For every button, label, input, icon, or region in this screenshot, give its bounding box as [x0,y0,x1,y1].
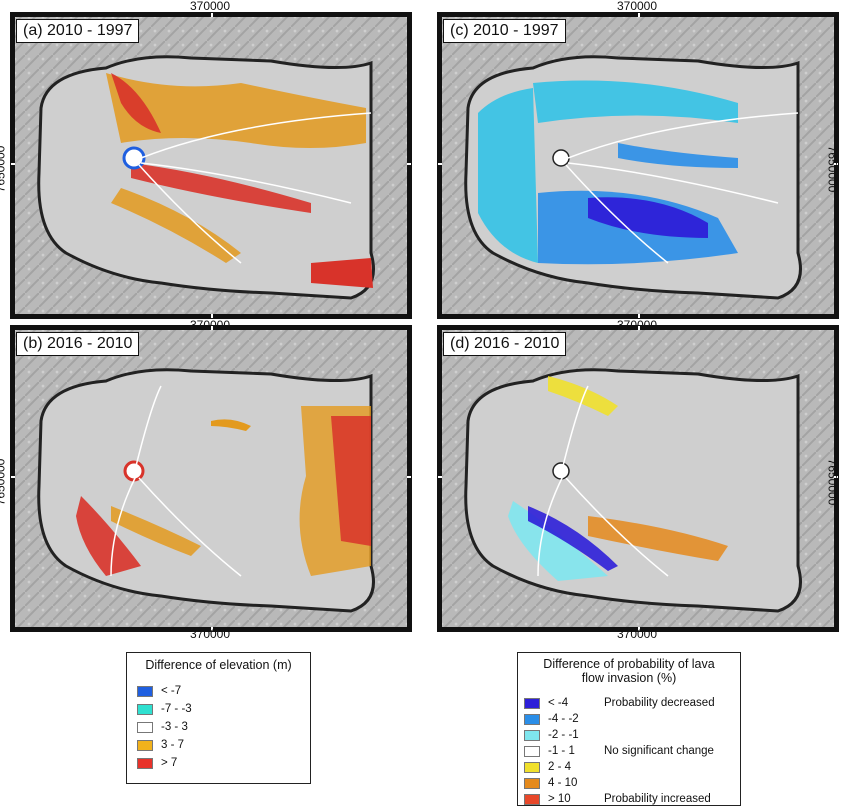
coord-bottom-d: 370000 [616,627,658,641]
color-swatch [137,704,153,715]
legend-label: 3 - 7 [161,739,185,751]
coord-side: 7650000 [0,458,8,506]
coord-top: 370000 [189,0,231,13]
frame-right [834,326,838,631]
legend-note-decreased: Probability decreased [604,697,715,709]
color-swatch [524,698,540,709]
color-swatch [137,686,153,697]
panel-label: (b) 2016 - 2010 [16,332,140,356]
frame-top [438,326,838,330]
legend-label: 4 - 10 [548,777,578,789]
legend-label: -4 - -2 [548,713,579,725]
legend-probability: Difference of probability of lava flow i… [517,652,741,806]
map-a: (a) 2010 - 1997 [10,12,412,319]
frame-top [438,13,838,17]
frame-left [11,326,15,631]
legend-label: -2 - -1 [548,729,579,741]
map-d-canvas [438,326,838,631]
color-swatch [524,730,540,741]
coord-side: 7650000 [825,458,840,506]
coord-side: 7650000 [825,145,840,193]
color-swatch [524,778,540,789]
map-a-canvas [11,13,411,318]
legend-label: > 7 [161,757,178,769]
legend-label: > 10 [548,793,571,805]
map-b: (b) 2016 - 2010 [10,325,412,632]
frame-top [11,326,411,330]
frame-right [407,326,411,631]
color-swatch [137,758,153,769]
frame-bottom [438,627,838,631]
legend-title: Difference of elevation (m) [145,658,292,672]
legend-label: -3 - 3 [161,721,188,733]
legend-note-no-change: No significant change [604,745,714,757]
frame-bottom [11,314,411,318]
color-swatch [524,714,540,725]
legend-title-line2: flow invasion (%) [581,671,677,685]
legend-label: < -7 [161,685,182,697]
map-b-canvas [11,326,411,631]
color-swatch [137,722,153,733]
coord-top: 370000 [616,0,658,13]
color-swatch [524,794,540,805]
panel-label: (c) 2010 - 1997 [443,19,566,43]
legend-label: 2 - 4 [548,761,572,773]
frame-left [11,13,15,318]
frame-left [438,326,442,631]
frame-left [438,13,442,318]
frame-bottom [438,314,838,318]
map-c: (c) 2010 - 1997 [437,12,839,319]
frame-right [407,13,411,318]
panel-label: (a) 2010 - 1997 [16,19,140,43]
panel-label: (d) 2016 - 2010 [443,332,567,356]
color-swatch [524,762,540,773]
color-swatch [137,740,153,751]
legend-label: -1 - 1 [548,745,575,757]
legend-label: < -4 [548,697,569,709]
map-c-canvas [438,13,838,318]
frame-bottom [11,627,411,631]
color-swatch [524,746,540,757]
coord-side: 7650000 [0,145,8,193]
coord-bottom-b: 370000 [189,627,231,641]
frame-top [11,13,411,17]
legend-note-increased: Probability increased [604,793,711,805]
legend-label: -7 - -3 [161,703,192,715]
map-d: (d) 2016 - 2010 [437,325,839,632]
legend-elevation: Difference of elevation (m) < -7 -7 - -3… [126,652,311,784]
legend-title-line1: Difference of probability of lava [543,657,715,671]
frame-right [834,13,838,318]
